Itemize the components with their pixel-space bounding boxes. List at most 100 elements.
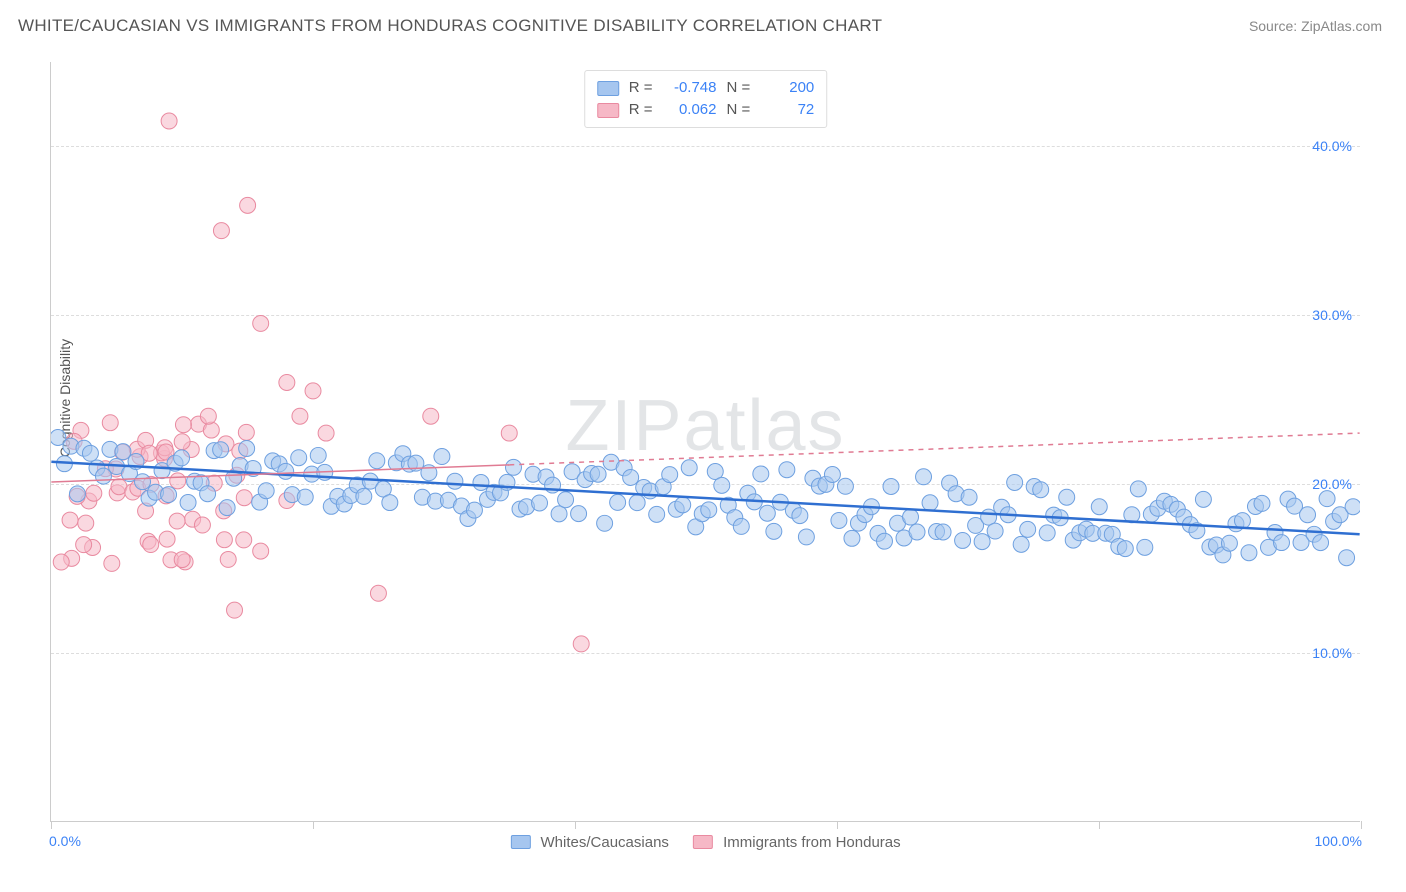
legend-swatch-blue	[597, 81, 619, 96]
x-tick	[313, 821, 314, 829]
n-value-honduras: 72	[760, 99, 814, 121]
legend-row-white: R = -0.748 N = 200	[597, 77, 815, 99]
scatter-point	[200, 408, 216, 424]
scatter-point	[831, 512, 847, 528]
scatter-point	[876, 533, 892, 549]
legend-item-honduras: Immigrants from Honduras	[693, 834, 901, 851]
scatter-point	[369, 453, 385, 469]
scatter-point	[213, 223, 229, 239]
scatter-point	[916, 469, 932, 485]
scatter-point	[701, 502, 717, 518]
scatter-point	[551, 506, 567, 522]
scatter-point	[961, 489, 977, 505]
scatter-point	[558, 492, 574, 508]
scatter-point	[382, 495, 398, 511]
scatter-point	[623, 469, 639, 485]
n-value-white: 200	[760, 77, 814, 99]
scatter-point	[909, 524, 925, 540]
scatter-point	[1013, 536, 1029, 552]
scatter-point	[1221, 535, 1237, 551]
scatter-point	[216, 532, 232, 548]
trend-line	[509, 433, 1359, 465]
scatter-point	[844, 530, 860, 546]
scatter-point	[253, 315, 269, 331]
scatter-point	[213, 442, 229, 458]
scatter-point	[174, 434, 190, 450]
scatter-point	[629, 495, 645, 511]
scatter-point	[236, 532, 252, 548]
scatter-point	[766, 523, 782, 539]
scatter-point	[258, 483, 274, 499]
scatter-point	[597, 515, 613, 531]
r-label: R =	[629, 99, 653, 121]
scatter-point	[227, 602, 243, 618]
scatter-point	[194, 517, 210, 533]
scatter-point	[305, 383, 321, 399]
scatter-point	[466, 502, 482, 518]
scatter-point	[180, 495, 196, 511]
scatter-point	[1059, 489, 1075, 505]
scatter-point	[356, 488, 372, 504]
x-tick	[1361, 821, 1362, 829]
scatter-point	[1091, 499, 1107, 515]
correlation-legend: R = -0.748 N = 200 R = 0.062 N = 72	[584, 70, 828, 128]
scatter-point	[78, 515, 94, 531]
scatter-point	[220, 551, 236, 567]
scatter-point	[1300, 507, 1316, 523]
scatter-point	[974, 534, 990, 550]
scatter-point	[571, 506, 587, 522]
scatter-point	[423, 408, 439, 424]
source-label: Source: ZipAtlas.com	[1249, 18, 1382, 34]
scatter-point	[447, 473, 463, 489]
scatter-point	[662, 467, 678, 483]
scatter-point	[824, 467, 840, 483]
scatter-point	[169, 513, 185, 529]
scatter-point	[175, 417, 191, 433]
scatter-point	[174, 552, 190, 568]
scatter-point	[1007, 474, 1023, 490]
scatter-point	[200, 486, 216, 502]
scatter-point	[779, 462, 795, 478]
scatter-point	[792, 508, 808, 524]
scatter-point	[798, 529, 814, 545]
scatter-point	[115, 444, 131, 460]
scatter-point	[1039, 525, 1055, 541]
scatter-point	[292, 408, 308, 424]
scatter-point	[159, 531, 175, 547]
scatter-point	[238, 424, 254, 440]
scatter-point	[86, 485, 102, 501]
scatter-point	[681, 460, 697, 476]
r-label: R =	[629, 77, 653, 99]
scatter-point	[370, 585, 386, 601]
scatter-point	[903, 509, 919, 525]
scatter-point	[1345, 499, 1360, 515]
scatter-point	[1130, 481, 1146, 497]
scatter-point	[279, 374, 295, 390]
scatter-point	[1137, 539, 1153, 555]
scatter-point	[675, 497, 691, 513]
scatter-point	[143, 537, 159, 553]
scatter-point	[53, 554, 69, 570]
series-legend: Whites/Caucasians Immigrants from Hondur…	[510, 834, 900, 851]
scatter-point	[434, 449, 450, 465]
scatter-point	[219, 500, 235, 516]
n-label: N =	[727, 99, 751, 121]
scatter-point	[753, 466, 769, 482]
scatter-point	[714, 477, 730, 493]
x-tick	[837, 821, 838, 829]
x-tick	[51, 821, 52, 829]
legend-item-white: Whites/Caucasians	[510, 834, 669, 851]
scatter-point	[203, 422, 219, 438]
scatter-point	[135, 474, 151, 490]
scatter-point	[573, 636, 589, 652]
scatter-point	[297, 489, 313, 505]
scatter-point	[82, 445, 98, 461]
scatter-point	[1339, 550, 1355, 566]
legend-swatch-pink	[597, 103, 619, 118]
scatter-point	[318, 425, 334, 441]
scatter-point	[161, 113, 177, 129]
scatter-point	[102, 415, 118, 431]
x-tick	[1099, 821, 1100, 829]
legend-row-honduras: R = 0.062 N = 72	[597, 99, 815, 121]
r-value-honduras: 0.062	[663, 99, 717, 121]
